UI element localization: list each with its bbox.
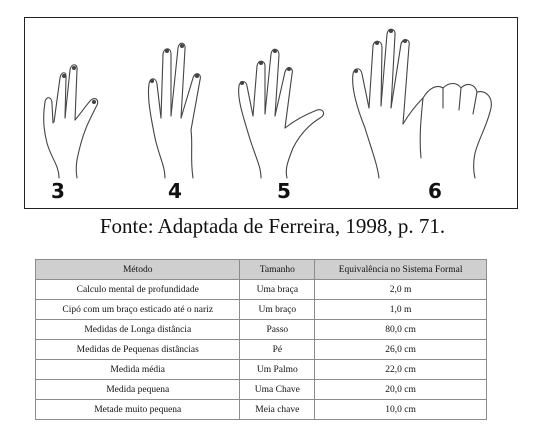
cell-metodo: Medidas de Pequenas distâncias — [34, 339, 241, 360]
cell-metodo: Metade muito pequena — [34, 399, 241, 420]
table-row: Calculo mental de profundidade Uma braça… — [34, 279, 487, 300]
header-metodo: Método — [34, 259, 241, 280]
cell-tamanho: Um braço — [239, 299, 316, 320]
table-row: Medida pequena Uma Chave 20,0 cm — [34, 379, 487, 400]
cell-metodo: Cipó com um braço esticado até o nariz — [34, 299, 241, 320]
cell-equivalencia: 1,0 m — [314, 299, 487, 320]
cell-equivalencia: 22,0 cm — [314, 359, 487, 380]
cell-metodo: Medida pequena — [34, 379, 241, 400]
cell-tamanho: Meia chave — [239, 399, 316, 420]
cell-equivalencia: 10,0 cm — [314, 399, 487, 420]
cell-metodo: Medida média — [34, 359, 241, 380]
hand-4-drawing — [147, 42, 201, 179]
header-tamanho: Tamanho — [239, 259, 316, 280]
hand-6-drawing — [352, 28, 492, 179]
cell-equivalencia: 20,0 cm — [314, 379, 487, 400]
cell-equivalencia: 80,0 cm — [314, 319, 487, 340]
cell-equivalencia: 2,0 m — [314, 279, 487, 300]
cell-metodo: Medidas de Longa distância — [34, 319, 241, 340]
hand-3-drawing — [43, 64, 99, 179]
table-row: Medidas de Pequenas distâncias Pé 26,0 c… — [34, 339, 487, 360]
cell-tamanho: Um Palmo — [239, 359, 316, 380]
hand-label-4: 4 — [168, 179, 182, 203]
header-equivalencia: Equivalência no Sistema Formal — [314, 259, 487, 280]
table-header-row: Método Tamanho Equivalência no Sistema F… — [34, 259, 487, 280]
cell-equivalencia: 26,0 cm — [314, 339, 487, 360]
table-row: Metade muito pequena Meia chave 10,0 cm — [34, 399, 487, 420]
figure-caption: Fonte: Adaptada de Ferreira, 1998, p. 71… — [99, 214, 446, 238]
table-row: Medida média Um Palmo 22,0 cm — [34, 359, 487, 380]
cell-tamanho: Uma braça — [239, 279, 316, 300]
table-row: Cipó com um braço esticado até o nariz U… — [34, 299, 487, 320]
cell-metodo: Calculo mental de profundidade — [34, 279, 241, 300]
hand-label-6: 6 — [428, 179, 442, 203]
cell-tamanho: Passo — [239, 319, 316, 340]
table-row: Medidas de Longa distância Passo 80,0 cm — [34, 319, 487, 340]
hand-label-5: 5 — [277, 179, 291, 203]
hand-label-3: 3 — [51, 179, 65, 203]
cell-tamanho: Uma Chave — [239, 379, 316, 400]
hand-5-drawing — [238, 48, 325, 179]
hand-measures-figure: 3 4 5 6 — [24, 17, 518, 209]
cell-tamanho: Pé — [239, 339, 316, 360]
measures-table: Método Tamanho Equivalência no Sistema F… — [34, 259, 487, 420]
